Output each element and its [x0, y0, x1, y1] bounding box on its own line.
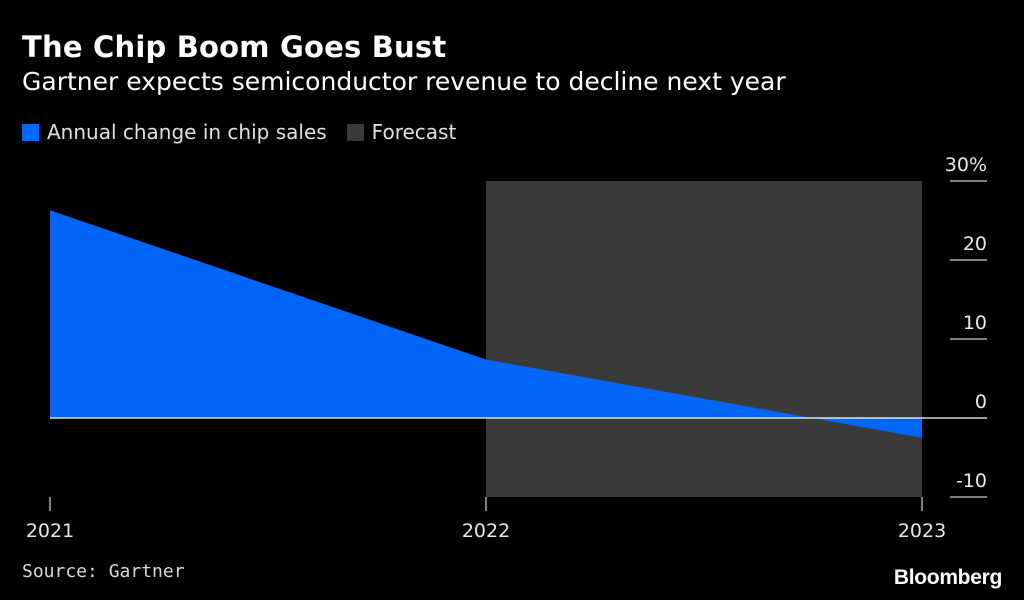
x-tick-label: 2021 [26, 520, 74, 542]
y-tick-label: 30% [945, 154, 987, 176]
legend-label-series: Annual change in chip sales [47, 120, 327, 144]
legend-item-forecast: Forecast [346, 120, 457, 144]
legend-label-forecast: Forecast [371, 120, 457, 144]
chart-title: The Chip Boom Goes Bust [22, 30, 447, 64]
legend-swatch-forecast [346, 123, 364, 141]
bloomberg-logo: Bloomberg [893, 566, 1002, 589]
legend: Annual change in chip sales Forecast [22, 120, 476, 144]
series-area-annual-change [50, 210, 922, 438]
y-tick-label: 10 [963, 312, 987, 334]
source-note: Source: Gartner [22, 561, 185, 582]
y-tick-label: 20 [963, 233, 987, 255]
chart-subtitle: Gartner expects semiconductor revenue to… [22, 67, 786, 96]
y-tick-label: 0 [975, 391, 987, 413]
legend-item-series: Annual change in chip sales [22, 120, 327, 144]
y-tick-label: -10 [956, 470, 987, 492]
x-tick-label: 2022 [462, 520, 510, 542]
forecast-region [486, 181, 922, 497]
x-tick-label: 2023 [898, 520, 946, 542]
legend-swatch-series [22, 123, 39, 141]
